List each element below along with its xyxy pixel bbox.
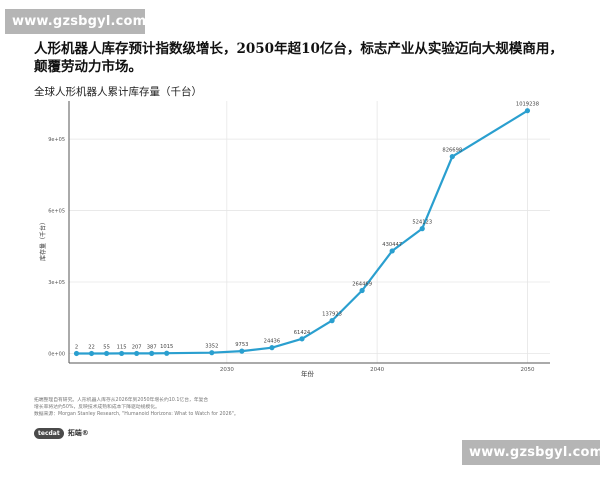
- data-point: [164, 350, 170, 356]
- x-axis-title: 年份: [301, 369, 315, 378]
- data-point: [119, 350, 125, 357]
- data-point: [149, 350, 155, 356]
- watermark-top: www.gzsbgyl.com: [5, 9, 146, 34]
- y-tick-label: 6e+05: [48, 209, 65, 215]
- data-point: [419, 226, 425, 232]
- logo-text: 拓端®: [67, 429, 89, 437]
- data-label: 115: [117, 344, 127, 350]
- x-tick-label: 2050: [520, 367, 534, 373]
- data-label: 9753: [235, 342, 248, 348]
- data-point: [134, 350, 140, 357]
- data-label: 387: [147, 344, 157, 350]
- data-label: 264469: [352, 281, 372, 287]
- data-label: 524123: [412, 220, 432, 226]
- data-label: 2: [75, 344, 78, 350]
- data-point: [269, 345, 275, 351]
- data-label: 22: [88, 344, 95, 350]
- source-notes: 拓端整理自有研究。人形机器人库存从2026年到2050年增长约10.1亿台，年复…: [34, 397, 324, 419]
- x-tick-label: 2030: [220, 367, 234, 373]
- data-label: 207: [132, 344, 142, 350]
- data-point: [359, 287, 365, 294]
- logo-badge: tecdat: [34, 427, 64, 439]
- data-label: 55: [103, 344, 110, 350]
- y-tick-label: 9e+05: [48, 137, 65, 143]
- y-axis-title: 库存量（千台）: [39, 219, 47, 261]
- data-label: 3352: [205, 344, 218, 350]
- data-label: 826698: [442, 148, 462, 154]
- data-point: [239, 348, 245, 354]
- chart-title: 全球人形机器人累计库存量（千台）: [34, 86, 202, 98]
- data-point: [524, 108, 531, 114]
- note-line-1: 拓端整理自有研究。人形机器人库存从2026年到2050年增长约10.1亿台，年复…: [34, 398, 209, 403]
- watermark-bottom: www.gzsbgyl.com: [462, 440, 600, 465]
- data-label: 1015: [160, 344, 173, 350]
- data-point: [103, 350, 110, 357]
- headline: 人形机器人库存预计指数级增长，2050年超10亿台，标志产业从实验迈向大规模商用…: [34, 41, 563, 75]
- data-point: [73, 350, 80, 357]
- data-label: 24436: [264, 339, 281, 345]
- data-label: 430447: [382, 242, 402, 248]
- data-point: [389, 248, 395, 254]
- data-point: [88, 350, 95, 357]
- publisher-logo: tecdat 拓端®: [34, 427, 89, 439]
- y-tick-label: 3e+05: [48, 280, 65, 286]
- data-point: [449, 153, 455, 160]
- note-line-3: 数据来源：Morgan Stanley Research, "Humanoid …: [34, 412, 239, 418]
- x-tick-label: 2040: [370, 367, 384, 373]
- data-point: [329, 318, 335, 324]
- data-label: 61424: [294, 330, 311, 336]
- data-label: 1019238: [516, 102, 539, 108]
- y-tick-label: 0e+00: [48, 351, 65, 357]
- note-line-2: 增长率将达约50%，反映技术成熟和成本下降驱动规模化。: [34, 405, 160, 411]
- data-point: [299, 336, 305, 342]
- data-label: 137923: [322, 312, 342, 318]
- data-point: [209, 350, 215, 356]
